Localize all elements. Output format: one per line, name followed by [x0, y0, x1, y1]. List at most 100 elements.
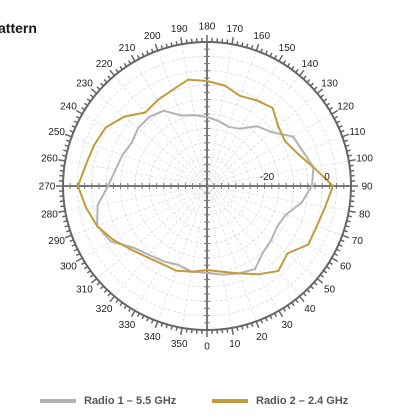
legend-item-radio-1: Radio 1 – 5.5 GHz [40, 395, 176, 407]
outer-tick [313, 281, 318, 286]
outer-tick [96, 86, 101, 91]
outer-tick [69, 239, 74, 243]
outer-tick [331, 257, 339, 263]
angle-tick-label: 20 [256, 332, 268, 343]
outer-tick [278, 54, 284, 62]
outer-tick [180, 37, 183, 45]
angle-tick-label: 270 [39, 182, 56, 193]
grid-spoke [65, 160, 208, 187]
outer-tick [103, 79, 108, 83]
angle-tick-label: 60 [340, 262, 352, 273]
outer-tick [348, 210, 356, 213]
angle-tick-label: 290 [48, 236, 65, 247]
outer-tick [62, 215, 67, 218]
angle-tick-label: 50 [324, 284, 336, 295]
radial-tick-label: -20 [260, 172, 275, 183]
outer-tick [333, 252, 339, 257]
angle-tick-label: 210 [119, 43, 136, 54]
outer-tick [349, 164, 354, 167]
outer-tick [73, 248, 78, 252]
grid-spoke [206, 185, 332, 259]
outer-tick [250, 322, 254, 327]
outer-tick [64, 133, 72, 138]
angle-tick-label: 180 [199, 22, 216, 33]
outer-tick [325, 102, 331, 107]
angle-tick-label: 30 [281, 320, 293, 331]
outer-tick [100, 285, 104, 290]
grid-spoke [206, 93, 318, 187]
outer-tick [286, 62, 291, 68]
outer-tick [295, 299, 299, 304]
outer-tick [90, 277, 98, 284]
grid-spoke [206, 113, 332, 187]
grid-spoke [206, 185, 280, 311]
outer-tick [165, 324, 169, 329]
grid-spoke [206, 185, 233, 328]
legend: Radio 1 – 5.5 GHz Radio 2 – 2.4 GHz [40, 395, 404, 415]
outer-tick [295, 68, 299, 73]
outer-tick [302, 292, 307, 297]
grid-spoke [206, 185, 300, 297]
grid-spoke [82, 185, 208, 259]
outer-tick [86, 270, 91, 274]
outer-tick [260, 319, 264, 324]
outer-tick [58, 159, 66, 162]
outer-tick [75, 257, 83, 263]
polar-grid [56, 35, 358, 337]
angle-tick-label: 190 [171, 24, 188, 35]
outer-tick [273, 54, 278, 60]
outer-tick [83, 102, 89, 107]
grid-spoke [206, 185, 318, 279]
outer-tick [109, 295, 116, 303]
outer-tick [316, 88, 324, 95]
outer-tick [130, 54, 136, 62]
outer-tick [241, 42, 244, 47]
outer-tick [236, 41, 239, 46]
outer-tick [136, 54, 141, 60]
grid-spoke [82, 113, 208, 187]
grid-spoke [206, 185, 257, 322]
outer-tick [323, 270, 328, 274]
angle-tick-label: 280 [41, 209, 58, 220]
outer-tick [269, 315, 273, 320]
outer-tick [119, 302, 123, 307]
outer-tick [170, 42, 173, 47]
outer-tick [115, 299, 119, 304]
angle-tick-label: 110 [349, 127, 365, 138]
outer-tick [58, 210, 66, 213]
outer-tick [302, 75, 307, 80]
outer-tick [109, 69, 116, 77]
outer-tick [86, 98, 91, 102]
outer-tick [306, 79, 311, 83]
outer-tick [160, 45, 164, 50]
outer-tick [236, 326, 239, 331]
outer-tick [127, 60, 132, 65]
outer-tick [75, 109, 83, 115]
angle-tick-label: 0 [204, 342, 210, 353]
outer-tick [269, 52, 273, 57]
outer-tick [71, 125, 76, 129]
outer-tick [264, 317, 268, 322]
outer-tick [340, 239, 345, 243]
outer-tick [141, 52, 145, 57]
angle-tick-label: 260 [41, 154, 58, 165]
outer-tick [170, 325, 173, 330]
chart-title: attern [0, 20, 37, 36]
outer-tick [64, 234, 72, 239]
outer-tick [328, 106, 333, 111]
outer-tick [127, 307, 132, 312]
grid-spoke [96, 93, 208, 187]
outer-tick [63, 149, 68, 152]
outer-tick [310, 285, 314, 290]
series-line-2 [77, 78, 334, 276]
outer-tick [60, 164, 65, 167]
angle-tick-label: 10 [229, 339, 241, 350]
outer-tick [343, 139, 348, 143]
outer-tick [282, 307, 287, 312]
grid-spoke [181, 185, 208, 328]
outer-tick [338, 125, 343, 129]
outer-tick [89, 94, 94, 98]
outer-tick [66, 139, 71, 143]
outer-tick [328, 261, 333, 266]
